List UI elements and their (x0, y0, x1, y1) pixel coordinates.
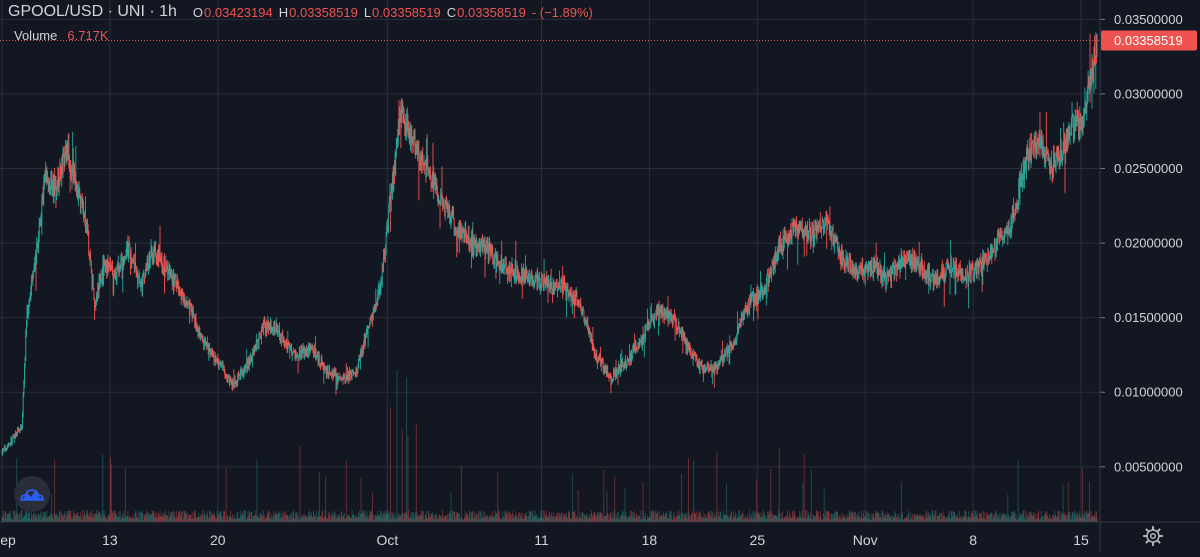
volume-bar (346, 461, 347, 522)
candle-body (388, 211, 389, 227)
candle-body (922, 263, 923, 274)
grid (0, 0, 1100, 522)
candle-body (91, 261, 92, 270)
candle-body (93, 279, 94, 288)
candle-body (261, 332, 262, 337)
volume-bar (402, 430, 403, 522)
candle-body (144, 274, 145, 277)
candle-body (515, 264, 516, 278)
candle-body (12, 437, 13, 443)
candle-body (139, 276, 140, 281)
volume-bar (461, 466, 462, 522)
candle-body (897, 269, 898, 274)
volume-bar (1018, 460, 1019, 522)
candle-body (956, 262, 957, 274)
candle-body (822, 222, 823, 229)
candle-body (821, 229, 822, 232)
candle-body (767, 275, 768, 284)
volume-bar (125, 468, 126, 522)
candle-body (930, 276, 931, 283)
candle-body (871, 264, 872, 272)
volume-bar (325, 477, 326, 522)
candle-body (529, 276, 530, 281)
candle-body (1031, 143, 1032, 155)
candle-body (497, 259, 498, 262)
candle-body (541, 278, 542, 285)
volume-bar (811, 469, 812, 522)
volume-bar (102, 455, 103, 522)
candle-body (33, 272, 34, 277)
candle-body (142, 275, 143, 289)
candle-body (228, 378, 229, 381)
candle-body (214, 355, 215, 360)
volume-bar (406, 377, 407, 522)
candle-body (224, 368, 225, 369)
candle-body (164, 259, 165, 268)
volume-bar (408, 436, 409, 522)
candle-body (837, 238, 838, 248)
candle-body (101, 274, 102, 279)
volume-bar (716, 453, 717, 522)
candle-body (591, 337, 592, 339)
candle-body (319, 356, 320, 364)
candle-body (1009, 222, 1010, 229)
candle-body (160, 252, 161, 255)
candle-body (246, 368, 247, 371)
candle-body (583, 308, 584, 310)
candle-body (94, 298, 95, 299)
candle-body (88, 235, 89, 253)
volume-bar (603, 470, 604, 522)
candle-body (946, 263, 947, 276)
candle-body (239, 375, 240, 377)
volume-bar (1097, 518, 1098, 522)
volume-bar (578, 490, 579, 522)
candle-body (878, 263, 879, 269)
volume-bar (257, 460, 258, 522)
candle-body (17, 430, 18, 434)
candle-body (690, 350, 691, 354)
volume-bar (397, 370, 398, 522)
candle-body (444, 202, 445, 206)
volume-bar (319, 472, 320, 522)
candle-body (93, 288, 94, 298)
candle-body (112, 266, 113, 275)
candle-body (81, 203, 82, 208)
candle-body (621, 366, 622, 372)
candle-body (726, 349, 727, 353)
volume-bar (779, 448, 780, 522)
candle-body (849, 260, 850, 271)
candle-body (23, 396, 24, 414)
volume-bar (390, 407, 391, 522)
candle-body (796, 221, 797, 225)
volume-bar (804, 454, 805, 522)
candle-body (993, 249, 994, 252)
candle-body (155, 248, 156, 256)
candle-body (987, 260, 988, 264)
candle-body (673, 319, 674, 324)
candle-body (966, 276, 967, 282)
volume-bar (54, 460, 55, 522)
volume-bar (416, 423, 417, 522)
volume-bar (614, 477, 615, 522)
candle-body (951, 259, 952, 271)
candle-body (90, 254, 91, 261)
volume-bar (1082, 469, 1083, 522)
candle-body (568, 284, 569, 294)
volume-bar (803, 483, 804, 522)
candle-body (386, 236, 387, 250)
volume-bar (300, 445, 301, 522)
candle-body (381, 284, 382, 289)
volume-bar (688, 458, 689, 522)
volume-bar (226, 468, 227, 522)
